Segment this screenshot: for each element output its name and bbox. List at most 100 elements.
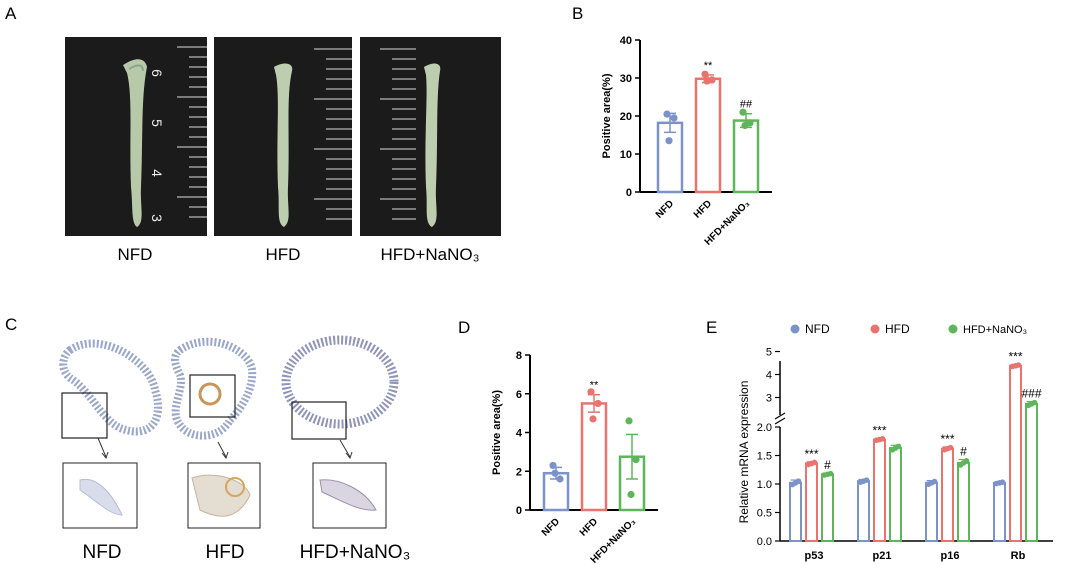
data-point <box>931 478 938 485</box>
y-tick-label: 2.0 <box>757 422 772 434</box>
y-tick-label: 10 <box>620 149 632 161</box>
data-point <box>632 456 640 464</box>
significance-label: ## <box>740 99 753 111</box>
bar <box>925 481 938 542</box>
ruler-number: 5 <box>148 119 165 127</box>
significance-label: # <box>824 458 831 472</box>
y-tick-label: 4 <box>766 370 772 382</box>
axis-break-mark <box>774 417 786 425</box>
data-point <box>549 461 557 470</box>
y-tick-label: 6 <box>516 389 522 401</box>
y-axis-label: Relative mRNA expression <box>737 381 751 524</box>
data-point <box>879 436 886 442</box>
significance-label: ** <box>704 60 713 72</box>
data-point <box>701 70 709 78</box>
bar <box>694 77 722 194</box>
photo-label-hfd: HFD <box>265 245 301 264</box>
y-tick-label: 1.5 <box>757 451 772 463</box>
y-axis-label: Positive area(%) <box>601 73 613 158</box>
y-tick-label: 5 <box>766 347 772 359</box>
x-tick-label: p16 <box>941 550 960 562</box>
y-tick-label: 4 <box>516 428 523 440</box>
legend-label: HFD <box>885 322 910 336</box>
bar <box>993 481 1006 542</box>
y-tick-label: 1.0 <box>757 479 772 491</box>
bar <box>957 461 970 542</box>
data-point <box>665 137 673 145</box>
data-point <box>963 458 970 464</box>
bar <box>789 481 802 542</box>
x-tick-label: HFD <box>578 516 600 538</box>
axis-break-mark <box>774 412 786 420</box>
bar <box>821 473 834 542</box>
bar <box>732 119 760 194</box>
x-tick-label: p21 <box>873 550 892 562</box>
panel-label-e: E <box>706 318 718 337</box>
zoom-box-hfd <box>189 374 236 418</box>
chart-e: NFD HFD HFD+NaNO₃ 0.0 0.5 1.0 1.5 2.0 3 4 5 Relativ… <box>737 322 1053 562</box>
significance-label: ** <box>590 380 599 392</box>
tissue-section-hfd <box>171 337 257 440</box>
y-tick-label: 0.0 <box>757 536 772 548</box>
legend-label: HFD+NaNO₃ <box>963 324 1027 336</box>
bar <box>941 447 954 542</box>
significance-label: *** <box>804 447 818 461</box>
panel-label-b: B <box>572 4 584 23</box>
x-tick-label: Rb <box>1011 550 1026 562</box>
data-point <box>627 490 635 499</box>
zoom-box-nfd <box>61 392 108 439</box>
significance-label: ### <box>1021 387 1041 401</box>
y-tick-label: 0 <box>626 187 632 199</box>
data-point <box>625 417 633 425</box>
photo-label-hfd-nano3: HFD+NaNO₃ <box>380 245 480 264</box>
panel-label-c: C <box>5 315 18 334</box>
bar <box>873 438 886 542</box>
aorta-photo-hfd-nano3-art <box>380 48 441 227</box>
data-point <box>589 415 597 423</box>
histology-label-nfd: NFD <box>82 542 122 563</box>
histology-label-hfd-nano3: HFD+NaNO₃ <box>299 542 411 563</box>
data-point <box>670 114 678 122</box>
bar <box>857 480 870 542</box>
tissue-section-nfd <box>59 339 163 436</box>
data-point <box>663 110 671 118</box>
aorta-photo-hfd-nano3 <box>360 37 501 236</box>
bar <box>889 447 902 542</box>
legend-marker <box>948 324 958 334</box>
bar <box>1009 364 1022 543</box>
x-tick-label: HFD <box>692 198 714 220</box>
data-point <box>594 399 602 408</box>
histology-label-hfd: HFD <box>205 542 245 563</box>
data-point <box>895 443 902 450</box>
y-tick-label: 0 <box>516 505 522 517</box>
significance-label: *** <box>940 432 954 446</box>
data-point <box>703 77 711 85</box>
data-point <box>795 478 802 484</box>
bar <box>656 121 684 194</box>
x-tick-label: NFD <box>654 198 676 220</box>
histology-figure <box>59 335 399 529</box>
y-tick-label: 0.5 <box>757 508 772 520</box>
y-axis-label: Positive area(%) <box>491 390 503 475</box>
y-tick-label: 3 <box>766 393 772 405</box>
data-point <box>827 470 834 477</box>
ruler-number: 3 <box>148 214 165 222</box>
data-point <box>999 479 1006 485</box>
aorta-photo-hfd-art <box>274 48 352 227</box>
panel-label-d: D <box>458 318 471 337</box>
aorta-photo-nfd-art <box>123 46 207 227</box>
y-tick-label: 40 <box>620 35 632 47</box>
y-tick-label: 30 <box>620 73 632 85</box>
bar <box>1025 402 1038 542</box>
data-point <box>739 108 747 116</box>
data-point <box>741 121 749 130</box>
data-point <box>947 444 954 451</box>
bar <box>805 462 818 542</box>
ruler-number: 4 <box>148 169 165 177</box>
legend-marker <box>870 324 880 334</box>
zoom-box-hfd-nano3 <box>291 401 347 440</box>
y-tick-label: 2 <box>516 466 522 478</box>
data-point <box>556 475 564 483</box>
